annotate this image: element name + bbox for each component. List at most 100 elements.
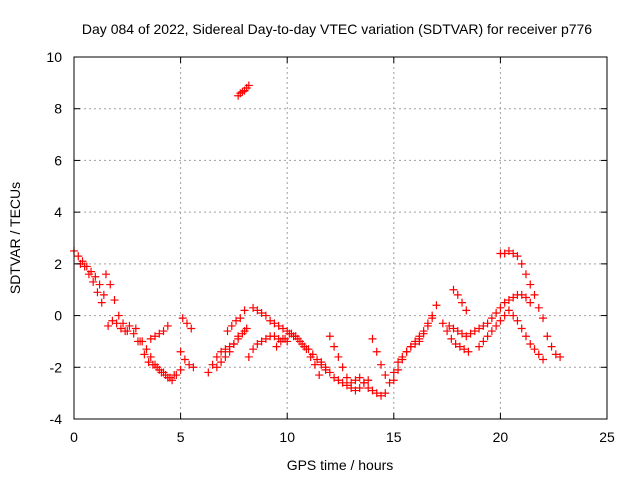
data-point [438, 319, 447, 328]
data-point [270, 332, 279, 341]
data-point [278, 324, 287, 333]
data-point [313, 355, 322, 364]
data-point [244, 81, 253, 90]
data-point [121, 327, 130, 336]
data-point [125, 321, 134, 330]
data-point [455, 342, 464, 351]
data-point [176, 347, 185, 356]
data-point [315, 371, 324, 380]
data-point [159, 327, 168, 336]
x-tick-label: 5 [177, 429, 185, 445]
data-point [389, 368, 398, 377]
data-point [347, 383, 356, 392]
data-point [398, 352, 407, 361]
y-tick-label: 0 [54, 308, 62, 324]
data-point [483, 332, 492, 341]
data-point [253, 306, 262, 315]
data-point [368, 386, 377, 395]
data-point [242, 324, 251, 333]
chart-title: Day 084 of 2022, Sidereal Day-to-day VTE… [82, 21, 592, 37]
data-point [317, 358, 326, 367]
data-point [180, 355, 189, 364]
data-point [351, 386, 360, 395]
data-point [306, 352, 315, 361]
data-point [487, 314, 496, 323]
data-point [547, 342, 556, 351]
data-point [534, 350, 543, 359]
data-point [342, 381, 351, 390]
data-point [351, 376, 360, 385]
data-point [504, 306, 513, 315]
series-arc-x [445, 290, 535, 341]
data-point [334, 352, 343, 361]
data-point [385, 378, 394, 387]
y-tick-label: -4 [50, 411, 63, 427]
data-point [377, 360, 386, 369]
series-arc-z [496, 246, 548, 323]
data-point [212, 363, 221, 372]
data-point [509, 293, 518, 302]
data-point [462, 306, 471, 315]
data-point [187, 324, 196, 333]
data-point [234, 334, 243, 343]
data-point [91, 272, 100, 281]
data-point [238, 329, 247, 338]
series-arc-y [475, 306, 548, 364]
data-point [261, 334, 270, 343]
series-arc-r [325, 332, 373, 395]
data-point [526, 298, 535, 307]
data-point [217, 358, 226, 367]
data-point [253, 340, 262, 349]
data-point [449, 324, 458, 333]
data-point [140, 350, 149, 359]
data-point [513, 252, 522, 261]
data-point [114, 311, 123, 320]
data-point [462, 332, 471, 341]
data-point [445, 321, 454, 330]
series-arc-p [272, 329, 324, 380]
data-point [458, 329, 467, 338]
data-point [521, 293, 530, 302]
y-tick-label: 2 [54, 256, 62, 272]
series-arc-v [438, 319, 473, 356]
series-arc-i [178, 314, 196, 333]
data-point [453, 327, 462, 336]
data-point [185, 360, 194, 369]
data-point [496, 303, 505, 312]
data-point [530, 290, 539, 299]
y-tick-label: 4 [54, 204, 62, 220]
data-point [355, 383, 364, 392]
y-tick-label: -2 [50, 359, 63, 375]
data-point [500, 249, 509, 258]
series-arc-g [146, 321, 172, 343]
data-point [432, 301, 441, 310]
x-tick-label: 10 [279, 429, 295, 445]
data-point [151, 332, 160, 341]
data-point [500, 298, 509, 307]
data-point [97, 298, 106, 307]
data-point [419, 329, 428, 338]
data-point [281, 334, 290, 343]
data-point [212, 352, 221, 361]
data-point [447, 334, 456, 343]
data-point [517, 290, 526, 299]
data-point [249, 303, 258, 312]
data-point [451, 340, 460, 349]
data-point [116, 324, 125, 333]
data-point [479, 321, 488, 330]
data-point [151, 360, 160, 369]
data-point [500, 311, 509, 320]
data-point [338, 363, 347, 372]
data-point [104, 321, 113, 330]
data-point [129, 329, 138, 338]
data-point [372, 347, 381, 356]
data-point [138, 337, 147, 346]
data-point [449, 285, 458, 294]
data-point [534, 303, 543, 312]
x-tick-label: 25 [599, 429, 615, 445]
data-point [155, 365, 164, 374]
data-points [70, 81, 565, 400]
data-point [74, 252, 83, 261]
tick-labels: 0 5 10 15 20 25 -4 -2 0 2 4 6 8 10 [46, 49, 615, 445]
